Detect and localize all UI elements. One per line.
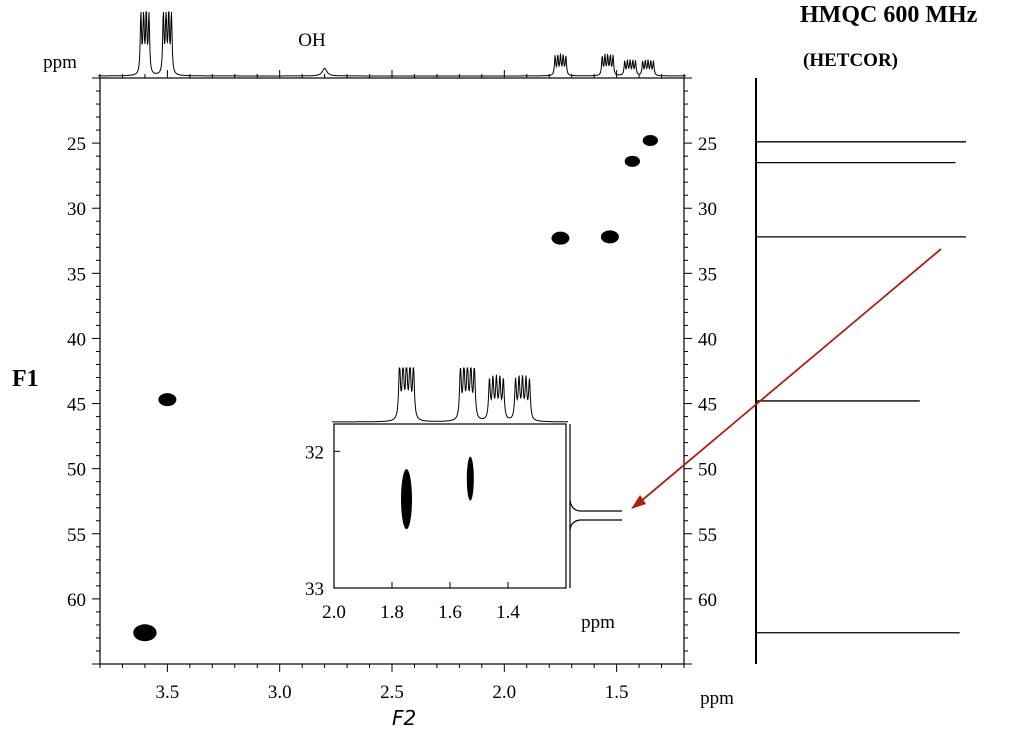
top-axis-unit-label: ppm	[43, 52, 77, 73]
x-tick-label: 2.0	[492, 682, 516, 703]
y-tick-label-left: 30	[67, 199, 86, 220]
y-tick-label-left: 25	[67, 134, 86, 155]
f1-axis-label: F1	[12, 366, 39, 392]
y-tick-label-left: 50	[67, 460, 86, 481]
inset-y-tick-label: 32	[305, 442, 324, 463]
cross-peak	[133, 624, 157, 642]
f2-axis-label: F2	[392, 706, 417, 730]
inset-plot-frame	[333, 423, 567, 589]
cross-peak	[642, 134, 658, 147]
chart-title: HMQC 600 MHz	[800, 2, 978, 28]
y-tick-label-left: 55	[67, 525, 86, 546]
inset-cross-peak	[466, 456, 474, 501]
oh-peak-label: OH	[298, 30, 326, 51]
x-tick-label: 2.5	[380, 682, 404, 703]
inset-carbon-peaks	[569, 499, 622, 531]
chart-subtitle: (HETCOR)	[803, 50, 898, 71]
zoom-arrow-head	[631, 495, 646, 509]
y-tick-label-right: 45	[698, 395, 717, 416]
x-tick-label: 1.5	[605, 682, 629, 703]
y-tick-label-left: 35	[67, 264, 86, 285]
y-tick-label-left: 45	[67, 395, 86, 416]
y-tick-label-left: 60	[67, 590, 86, 611]
y-tick-label-right: 40	[698, 329, 717, 350]
inset-proton-trace	[332, 367, 568, 423]
y-tick-label-right: 30	[698, 199, 717, 220]
inset-x-tick-label: 1.4	[496, 602, 520, 623]
proton-projection-trace	[98, 11, 686, 77]
inset-x-tick-label: 1.8	[380, 602, 404, 623]
y-tick-label-right: 60	[698, 590, 717, 611]
x-tick-label: 3.5	[156, 682, 180, 703]
y-tick-label-right: 55	[698, 525, 717, 546]
cross-peak	[600, 230, 619, 244]
y-tick-label-right: 25	[698, 134, 717, 155]
x-unit-label: ppm	[700, 688, 734, 709]
inset-x-tick-label: 1.6	[438, 602, 462, 623]
cross-peak	[624, 155, 640, 167]
cross-peak	[551, 231, 570, 245]
zoom-arrow-line	[639, 248, 942, 503]
y-tick-label-right: 50	[698, 460, 717, 481]
inset-x-tick-label: 2.0	[322, 602, 346, 623]
x-tick-label: 3.0	[268, 682, 292, 703]
cross-peak	[158, 393, 177, 407]
inset-y-tick-label: 33	[305, 579, 324, 600]
y-tick-label-right: 35	[698, 264, 717, 285]
inset-cross-peak	[401, 469, 412, 530]
inset-unit-label: ppm	[581, 612, 615, 633]
y-tick-label-left: 40	[67, 329, 86, 350]
